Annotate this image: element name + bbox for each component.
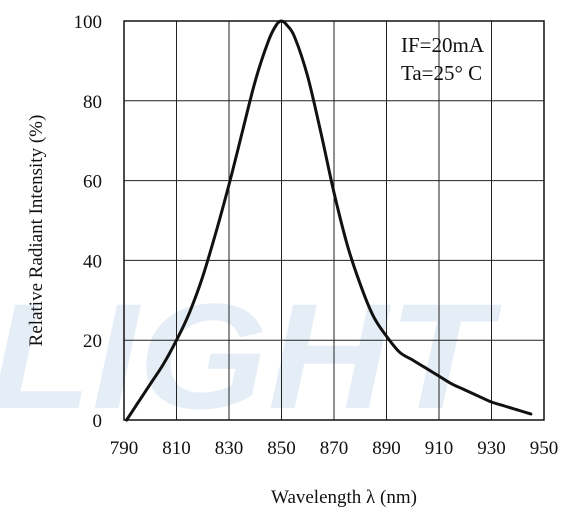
grid	[123, 20, 545, 421]
x-tick-label: 790	[110, 438, 139, 459]
x-tick-label: 830	[215, 438, 244, 459]
y-tick-label: 20	[83, 331, 102, 352]
y-tick-label: 80	[83, 92, 102, 113]
y-axis-title: Relative Radiant Intensity (%)	[26, 115, 47, 347]
annotation-temperature: Ta=25° C	[401, 61, 482, 85]
x-tick-label: 910	[425, 438, 454, 459]
series-line	[125, 19, 533, 422]
y-tick-label: 60	[83, 172, 102, 193]
x-axis-title: Wavelength λ (nm)	[271, 487, 417, 508]
x-tick-label: 890	[372, 438, 401, 459]
plot-frame	[123, 20, 545, 421]
watermark: LIGHT	[0, 272, 503, 440]
y-tick-labels: 0 20 40 60 80 100	[74, 12, 103, 432]
annotation-current: IF=20mA	[401, 33, 485, 57]
x-tick-label: 870	[320, 438, 349, 459]
x-tick-label: 930	[477, 438, 506, 459]
y-tick-label: 40	[83, 251, 102, 272]
x-tick-labels: 790 810 830 850 870 890 910 930 950	[110, 438, 559, 459]
y-tick-label: 0	[93, 411, 103, 432]
x-tick-label: 950	[530, 438, 559, 459]
x-tick-label: 810	[162, 438, 191, 459]
x-tick-label: 850	[267, 438, 296, 459]
y-tick-label: 100	[74, 12, 103, 33]
